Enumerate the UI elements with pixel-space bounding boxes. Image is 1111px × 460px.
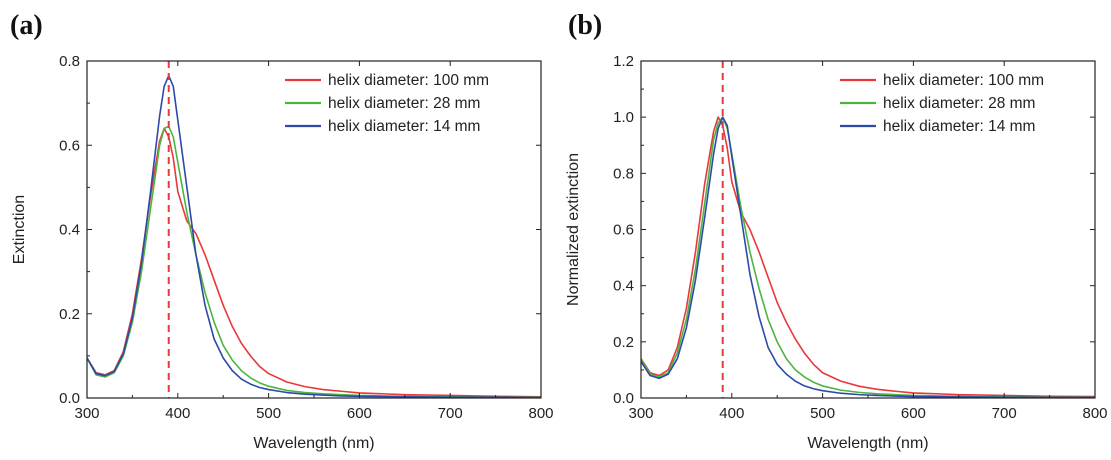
panel-label: (a) — [10, 10, 43, 41]
x-tick-label: 500 — [810, 405, 835, 422]
x-axis-title: Wavelength (nm) — [253, 435, 374, 452]
y-tick-label: 0.4 — [59, 222, 80, 239]
y-tick-label: 0.4 — [613, 278, 634, 295]
series-line-2 — [641, 116, 1095, 398]
y-tick-label: 0.2 — [613, 334, 634, 351]
chart-panel-b: (b) 300 400 500 600 700 800 0.0 0.2 0.4 0.6 0.8 1.0 1… — [565, 10, 1108, 452]
x-tick-label: 500 — [256, 405, 281, 422]
y-tick-label: 0.8 — [59, 53, 80, 70]
panel-label: (b) — [568, 10, 602, 41]
series-line-3 — [641, 116, 1095, 398]
x-tick-label: 800 — [1082, 405, 1107, 422]
legend-entry-2: helix diameter: 28 mm — [883, 95, 1035, 112]
x-tick-label: 600 — [901, 405, 926, 422]
chart-panel-a: (a) 300 400 500 600 700 800 0.0 0.2 0.4 0.6 0.8 Wave… — [10, 10, 554, 452]
series-line-2 — [87, 125, 541, 398]
x-tick-label: 600 — [347, 405, 372, 422]
y-tick-label: 0.0 — [59, 390, 80, 407]
y-tick-label: 0.6 — [613, 222, 634, 239]
y-tick-label: 1.2 — [613, 53, 634, 70]
y-tick-label: 0.8 — [613, 165, 634, 182]
x-tick-label: 800 — [528, 405, 553, 422]
x-tick-label: 300 — [628, 405, 653, 422]
x-tick-label: 400 — [719, 405, 744, 422]
y-axis-title: Normalized extinction — [565, 153, 582, 306]
legend-entry-1: helix diameter: 100 mm — [883, 72, 1044, 89]
x-tick-label: 700 — [438, 405, 463, 422]
legend-entry-3: helix diameter: 14 mm — [328, 118, 480, 135]
y-tick-label: 1.0 — [613, 109, 634, 126]
x-tick-label: 400 — [165, 405, 190, 422]
series-line-3 — [87, 74, 541, 398]
series-line-1 — [641, 116, 1095, 398]
legend-entry-3: helix diameter: 14 mm — [883, 118, 1035, 135]
y-tick-label: 0.0 — [613, 390, 634, 407]
y-tick-label: 0.6 — [59, 137, 80, 154]
legend-entry-2: helix diameter: 28 mm — [328, 95, 480, 112]
legend-entry-1: helix diameter: 100 mm — [328, 72, 489, 89]
x-tick-label: 300 — [74, 405, 99, 422]
x-axis-title: Wavelength (nm) — [807, 435, 928, 452]
x-tick-label: 700 — [992, 405, 1017, 422]
y-axis-title: Extinction — [11, 195, 28, 264]
y-tick-label: 0.2 — [59, 306, 80, 323]
series-line-1 — [87, 127, 541, 398]
